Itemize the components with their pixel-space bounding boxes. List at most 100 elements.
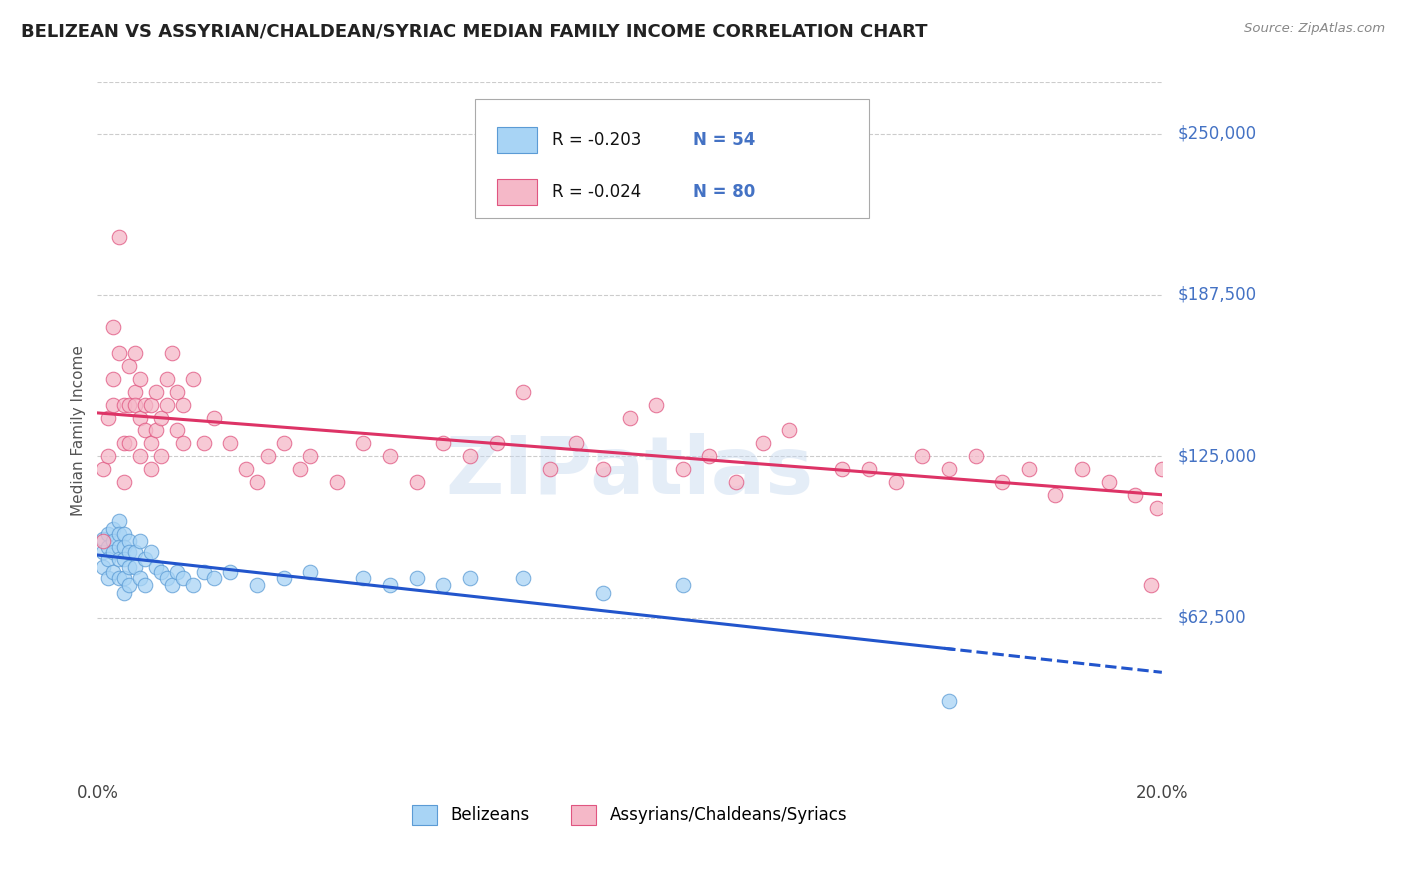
Point [155, 372, 177, 386]
Point [458, 570, 481, 584]
Point [1071, 462, 1094, 476]
Point [145, 384, 167, 399]
Point [326, 475, 349, 489]
Point [91, 534, 114, 549]
Point [112, 540, 135, 554]
Point [166, 424, 188, 438]
Point [134, 552, 156, 566]
Point [112, 475, 135, 489]
FancyBboxPatch shape [496, 178, 537, 205]
Point [1140, 578, 1163, 592]
Text: $187,500: $187,500 [1178, 285, 1257, 304]
Point [112, 586, 135, 600]
Point [160, 578, 183, 592]
Point [181, 372, 204, 386]
Point [858, 462, 880, 476]
Point [118, 560, 141, 574]
Point [353, 436, 375, 450]
Point [107, 526, 129, 541]
Point [378, 578, 401, 592]
Point [155, 398, 177, 412]
Point [150, 410, 173, 425]
FancyBboxPatch shape [496, 127, 537, 153]
Point [97, 526, 120, 541]
Point [1150, 462, 1173, 476]
Point [884, 475, 907, 489]
Point [166, 566, 188, 580]
Point [107, 514, 129, 528]
Point [112, 526, 135, 541]
Point [172, 436, 194, 450]
Point [107, 229, 129, 244]
Text: N = 54: N = 54 [693, 131, 756, 149]
Point [458, 449, 481, 463]
Point [103, 521, 125, 535]
Point [124, 346, 146, 360]
Point [91, 462, 114, 476]
Point [124, 560, 146, 574]
Point [204, 410, 226, 425]
Point [97, 449, 120, 463]
Point [991, 475, 1014, 489]
Point [432, 578, 454, 592]
Point [103, 398, 125, 412]
Point [288, 462, 311, 476]
Point [145, 560, 167, 574]
Point [193, 566, 215, 580]
Point [246, 578, 269, 592]
Point [134, 424, 156, 438]
Point [129, 372, 152, 386]
Point [103, 320, 125, 334]
Point [103, 372, 125, 386]
Text: BELIZEAN VS ASSYRIAN/CHALDEAN/SYRIAC MEDIAN FAMILY INCOME CORRELATION CHART: BELIZEAN VS ASSYRIAN/CHALDEAN/SYRIAC MED… [21, 22, 928, 40]
Point [193, 436, 215, 450]
Point [129, 534, 152, 549]
Point [91, 560, 114, 574]
Point [172, 398, 194, 412]
Point [1146, 500, 1168, 515]
Point [565, 436, 588, 450]
Point [134, 578, 156, 592]
Point [965, 449, 987, 463]
Point [512, 570, 534, 584]
Point [1097, 475, 1119, 489]
Legend: Belizeans, Assyrians/Chaldeans/Syriacs: Belizeans, Assyrians/Chaldeans/Syriacs [404, 797, 855, 833]
Point [592, 586, 614, 600]
Text: ZIPatlas: ZIPatlas [446, 434, 814, 511]
Point [166, 384, 188, 399]
Point [124, 545, 146, 559]
Point [538, 462, 561, 476]
Point [485, 436, 508, 450]
Point [124, 384, 146, 399]
Point [645, 398, 668, 412]
Point [129, 449, 152, 463]
Y-axis label: Median Family Income: Median Family Income [72, 345, 86, 516]
Point [353, 570, 375, 584]
Point [405, 570, 427, 584]
Point [118, 436, 141, 450]
Text: $62,500: $62,500 [1178, 608, 1247, 626]
Point [129, 410, 152, 425]
Point [405, 475, 427, 489]
Point [235, 462, 257, 476]
Point [107, 552, 129, 566]
Point [751, 436, 773, 450]
Point [273, 436, 295, 450]
Point [1045, 488, 1067, 502]
Point [155, 570, 177, 584]
Point [91, 545, 114, 559]
Point [299, 566, 322, 580]
Point [118, 398, 141, 412]
Text: Source: ZipAtlas.com: Source: ZipAtlas.com [1244, 22, 1385, 36]
Point [118, 534, 141, 549]
Point [911, 449, 934, 463]
Point [432, 436, 454, 450]
Point [938, 694, 960, 708]
Text: $250,000: $250,000 [1178, 125, 1257, 143]
Point [1123, 488, 1146, 502]
Point [118, 545, 141, 559]
Point [91, 532, 114, 546]
Point [150, 566, 173, 580]
Point [938, 462, 960, 476]
Point [672, 578, 695, 592]
